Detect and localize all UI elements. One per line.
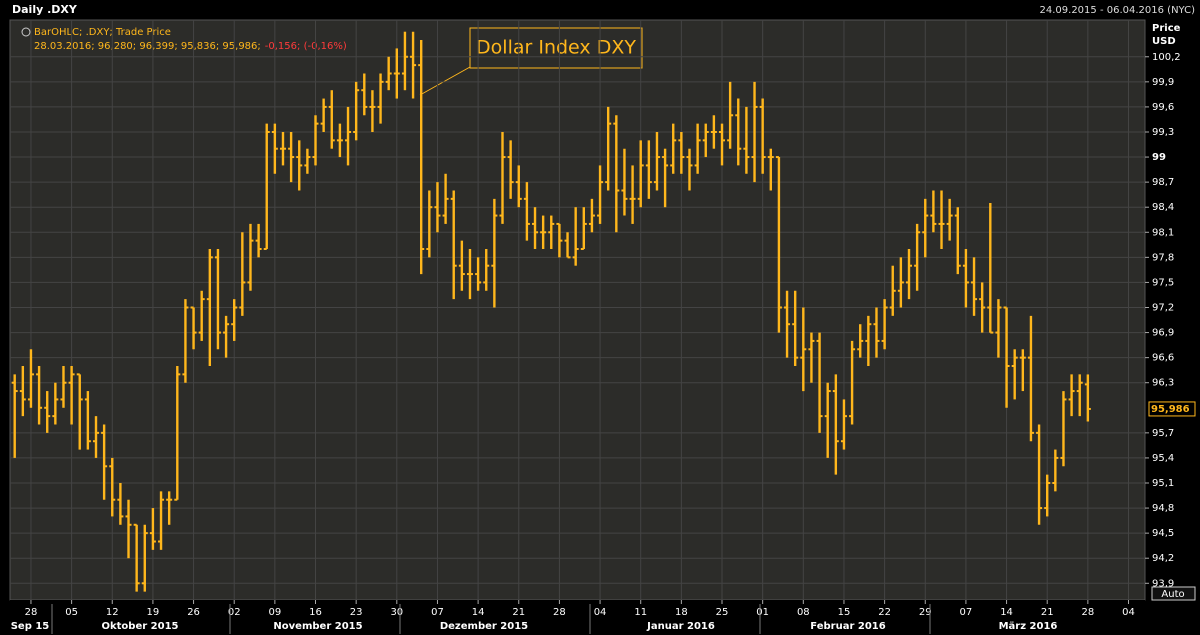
y-tick-label: 95,7 [1152, 428, 1174, 439]
y-tick-label: 99 [1152, 152, 1166, 163]
y-tick-label: 94,8 [1152, 503, 1174, 514]
x-tick-label: 30 [390, 607, 403, 618]
x-tick-label: 23 [350, 607, 363, 618]
annotation: Dollar Index DXY [476, 37, 636, 59]
y-tick-label: 94,2 [1152, 553, 1174, 564]
x-tick-label: 02 [228, 607, 241, 618]
scale-mode[interactable]: Auto [1161, 589, 1184, 600]
x-tick-label: 25 [716, 607, 729, 618]
month-label: Oktober 2015 [102, 621, 179, 632]
y-tick-label: 98,1 [1152, 227, 1174, 238]
x-tick-label: 12 [106, 607, 119, 618]
month-label: Januar 2016 [646, 621, 715, 632]
x-tick-label: 14 [1000, 607, 1013, 618]
date-range: 24.09.2015 - 06.04.2016 (NYC) [1040, 5, 1196, 16]
x-tick-label: 07 [960, 607, 973, 618]
y-axis-title: Price [1152, 23, 1181, 34]
legend-change: -0,156; (-0,16%) [265, 41, 347, 52]
y-tick-label: 95,1 [1152, 478, 1174, 489]
y-tick-label: 97,8 [1152, 252, 1174, 263]
legend-line: BarOHLC; .DXY; Trade Price [34, 27, 171, 38]
x-tick-label: 22 [878, 607, 891, 618]
y-tick-label: 96,6 [1152, 353, 1174, 364]
y-tick-label: 94,5 [1152, 528, 1174, 539]
x-tick-label: 04 [594, 607, 607, 618]
x-tick-label: 19 [147, 607, 160, 618]
legend-icon[interactable] [21, 27, 31, 37]
y-tick-label: 96,9 [1152, 328, 1174, 339]
legend-values: 28.03.2016; 96,280; 96,399; 95,836; 95,9… [34, 41, 261, 52]
x-tick-label: 21 [512, 607, 525, 618]
month-label: November 2015 [273, 621, 362, 632]
x-tick-label: 05 [65, 607, 78, 618]
annotation-box [469, 27, 643, 69]
x-tick-label: 21 [1041, 607, 1054, 618]
x-tick-label: 11 [634, 607, 647, 618]
y-tick-label: 97,5 [1152, 277, 1174, 288]
y-axis-unit: USD [1152, 36, 1176, 47]
y-tick-label: 93,9 [1152, 578, 1174, 589]
y-tick-label: 98,7 [1152, 177, 1174, 188]
x-tick-label: 26 [187, 607, 200, 618]
month-label: Dezember 2015 [440, 621, 528, 632]
x-tick-label: 28 [553, 607, 566, 618]
month-label: Februar 2016 [810, 621, 885, 632]
last-price-label: 95,986 [1151, 404, 1190, 415]
y-tick-label: 95,4 [1152, 453, 1174, 464]
y-tick-label: 100,2 [1152, 52, 1181, 63]
annotation-leader [419, 66, 471, 96]
x-tick-label: 28 [1081, 607, 1094, 618]
x-tick-label: 29 [919, 607, 932, 618]
x-axis-band [10, 600, 1145, 634]
x-tick-label: 01 [756, 607, 769, 618]
y-tick-label: 96,3 [1152, 378, 1174, 389]
x-tick-label: 07 [431, 607, 444, 618]
scale-button[interactable] [1151, 586, 1196, 601]
y-tick-label: 99,6 [1152, 102, 1174, 113]
y-tick-label: 97,2 [1152, 302, 1174, 313]
x-tick-label: 16 [309, 607, 322, 618]
month-label: März 2016 [999, 621, 1058, 632]
x-tick-label: 04 [1122, 607, 1135, 618]
x-tick-label: 28 [25, 607, 38, 618]
month-label: Sep 15 [11, 621, 50, 632]
plot-area [9, 19, 1146, 601]
x-tick-label: 18 [675, 607, 688, 618]
x-tick-label: 08 [797, 607, 810, 618]
y-tick-label: 98,4 [1152, 202, 1174, 213]
last-price-box [1148, 401, 1196, 417]
x-tick-label: 09 [268, 607, 281, 618]
y-tick-label: 99,3 [1152, 127, 1174, 138]
y-tick-label: 99,9 [1152, 77, 1174, 88]
x-tick-label: 15 [838, 607, 851, 618]
chart-title: Daily .DXY [12, 3, 78, 16]
x-tick-label: 14 [472, 607, 485, 618]
legend-line: 28.03.2016; 96,280; 96,399; 95,836; 95,9… [34, 41, 347, 52]
